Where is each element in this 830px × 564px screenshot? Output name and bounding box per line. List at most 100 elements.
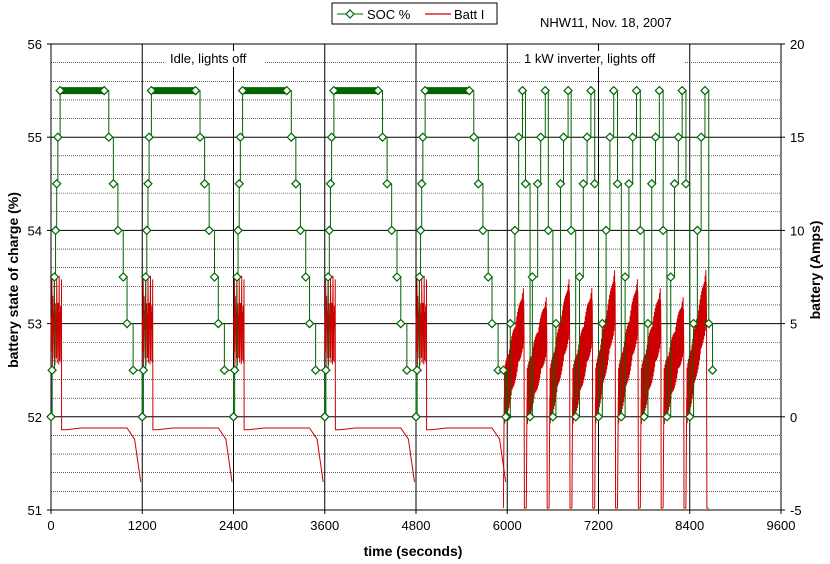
batt-i-line [415, 275, 507, 483]
soc-point [143, 178, 153, 189]
soc-point [593, 411, 604, 422]
soc-point [650, 132, 661, 143]
legend: SOC % Batt I [331, 2, 498, 25]
x-tick-label: 2400 [219, 518, 248, 533]
soc-point [498, 365, 509, 376]
soc-point [558, 132, 569, 143]
x-tick-label: 3600 [310, 518, 339, 533]
soc-point [234, 178, 245, 189]
soc-point [635, 225, 646, 236]
batt-i-line [50, 275, 142, 483]
soc-point [612, 178, 623, 189]
soc-point [50, 225, 61, 236]
soc-point [144, 132, 154, 143]
soc-point [122, 318, 132, 329]
legend-soc-label: SOC % [367, 7, 411, 22]
x-tick-label: 0 [47, 518, 54, 533]
soc-point [578, 178, 589, 189]
soc-point [310, 365, 321, 376]
y-axis-left-title: battery state of charge (%) [5, 192, 21, 368]
batt-i-line [233, 275, 324, 483]
soc-point [420, 85, 430, 96]
soc-point [373, 85, 383, 96]
x-tick-label: 7200 [584, 518, 613, 533]
y-right-tick-label: -5 [790, 503, 802, 518]
y-right-tick-label: 15 [790, 130, 804, 145]
soc-point [411, 411, 421, 422]
soc-point [646, 178, 657, 189]
soc-point [414, 272, 425, 282]
y-axis-right: -5 0 5 10 15 20 [781, 37, 804, 518]
soc-point [586, 85, 596, 96]
soc-point [386, 225, 397, 236]
annotation-inverter-text: 1 kW inverter, lights off [524, 51, 656, 66]
soc-point [639, 411, 649, 422]
soc-point [669, 178, 680, 189]
soc-point [570, 411, 581, 422]
batt-i-line [141, 275, 233, 483]
soc-point [620, 272, 630, 282]
soc-point [321, 365, 331, 376]
legend-batt-i-label: Batt I [454, 7, 484, 22]
soc-point [377, 132, 388, 143]
soc-point [665, 272, 676, 282]
soc-point [643, 318, 653, 329]
soc-point [517, 85, 528, 96]
soc-point [520, 178, 531, 189]
soc-line [51, 90, 143, 418]
y-right-tick-label: 10 [790, 223, 804, 238]
soc-point [631, 85, 642, 96]
soc-point [605, 132, 615, 143]
soc-point [551, 318, 561, 329]
soc-point [574, 272, 585, 282]
series-soc [46, 85, 718, 422]
soc-point [677, 85, 687, 96]
soc-point [673, 132, 684, 143]
soc-point [190, 85, 201, 96]
soc-point [525, 411, 535, 422]
soc-point [108, 178, 119, 189]
x-tick-label: 1200 [128, 518, 157, 533]
soc-point [412, 365, 422, 376]
soc-point [601, 225, 611, 236]
soc-point [543, 225, 554, 236]
soc-point [532, 178, 543, 189]
y-right-tick-label: 5 [790, 317, 797, 332]
soc-point [113, 225, 123, 236]
y-left-tick-label: 53 [28, 317, 42, 332]
soc-point [329, 85, 339, 96]
soc-point [535, 132, 546, 143]
series-batt-i [50, 270, 709, 509]
soc-point [237, 85, 248, 96]
soc-point [703, 318, 714, 329]
soc-point [229, 365, 240, 376]
soc-point [137, 411, 148, 422]
soc-point [228, 411, 239, 422]
soc-point [55, 85, 65, 96]
soc-point [199, 178, 210, 189]
soc-point [483, 272, 494, 282]
soc-line [142, 90, 234, 418]
soc-point [138, 365, 149, 376]
soc-point [597, 318, 608, 329]
legend-soc-marker [345, 9, 355, 19]
annotation-idle-text: Idle, lights off [170, 51, 247, 66]
soc-point [510, 225, 520, 236]
soc-point [323, 272, 334, 282]
soc-point [589, 178, 600, 189]
y-left-tick-label: 52 [28, 410, 42, 425]
soc-point [382, 178, 392, 189]
x-axis: 0 1200 2400 3600 4800 6000 7200 8400 9600 [47, 510, 795, 533]
y-right-tick-label: 0 [790, 410, 797, 425]
soc-point [555, 178, 566, 189]
soc-point [49, 272, 60, 282]
soc-point [527, 272, 538, 282]
soc-point [195, 132, 205, 143]
soc-point [213, 318, 224, 329]
soc-point [616, 411, 627, 422]
soc-point [487, 318, 497, 329]
y-left-tick-label: 55 [28, 130, 42, 145]
soc-point [325, 178, 336, 189]
soc-point [627, 132, 638, 143]
soc-point [319, 411, 330, 422]
